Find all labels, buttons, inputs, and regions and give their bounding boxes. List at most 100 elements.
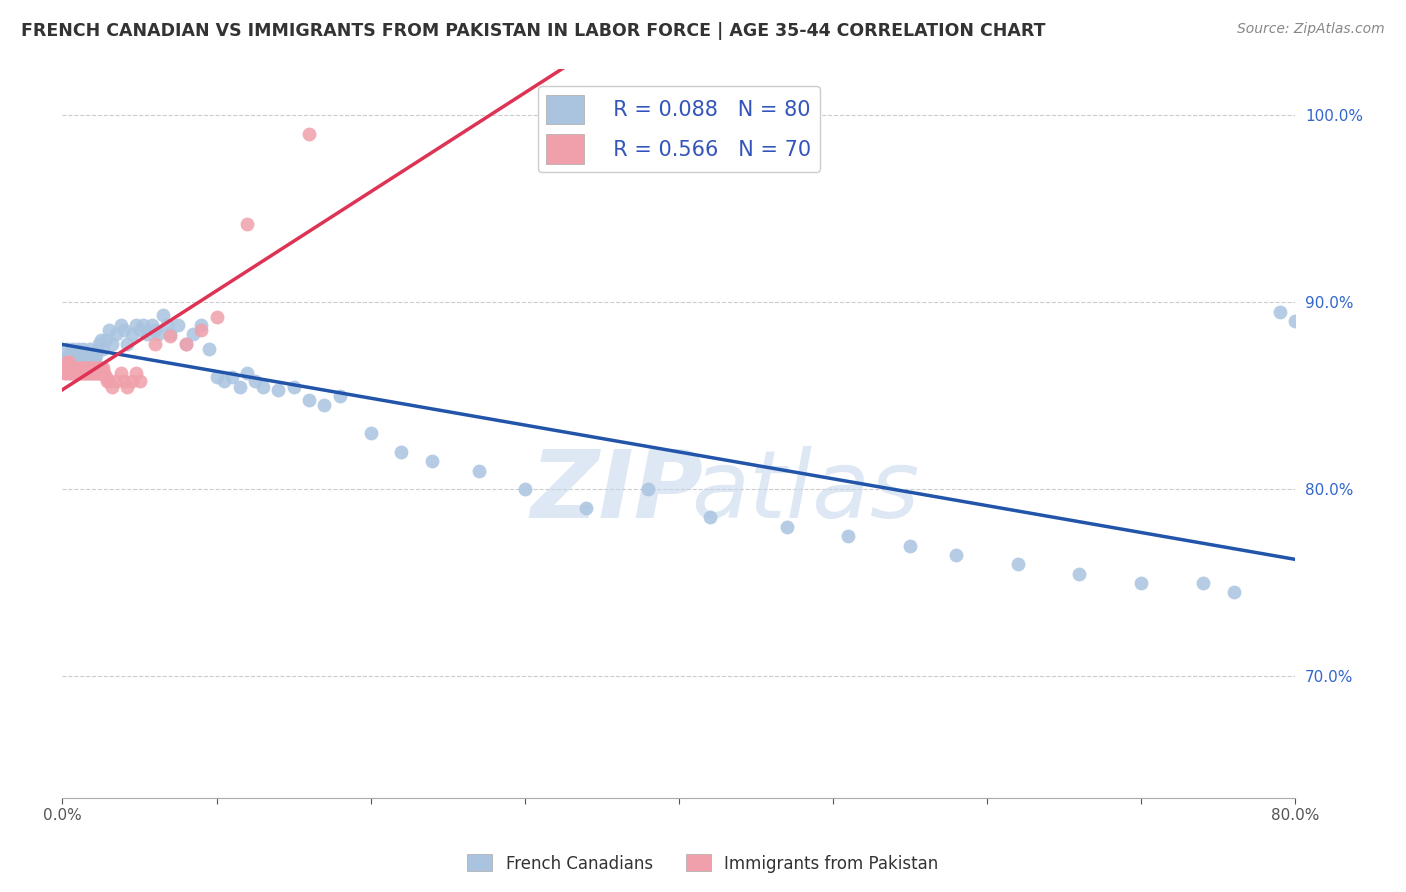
Point [72,360,94,375]
Point [69,351,91,366]
Point [467,464,489,478]
Legend:   R = 0.088   N = 80,   R = 0.566   N = 70: R = 0.088 N = 80, R = 0.566 N = 70 [538,87,820,172]
Point [945,548,967,562]
Point [283,379,305,393]
Point [86,367,108,381]
Point [699,510,721,524]
Point [65,367,87,381]
Point [80,360,103,375]
Legend: French Canadians, Immigrants from Pakistan: French Canadians, Immigrants from Pakist… [461,847,945,880]
Point [86,360,108,375]
Point [59,355,82,369]
Point [70,367,93,381]
Point [77,367,100,381]
Point [63,360,86,375]
Point [97,374,120,388]
Point [82,367,104,381]
Point [329,389,352,403]
Point [128,323,150,337]
Point [360,426,382,441]
Point [62,351,84,366]
Point [298,127,321,141]
Point [1191,576,1213,591]
Point [121,327,143,342]
Point [86,348,108,362]
Point [89,336,111,351]
Point [91,367,114,381]
Point [60,360,83,375]
Point [79,367,101,381]
Point [221,370,243,384]
Point [228,379,250,393]
Point [128,374,150,388]
Point [1268,304,1291,318]
Point [110,367,132,381]
Point [89,360,111,375]
Point [72,342,94,356]
Point [637,483,659,497]
Point [76,360,98,375]
Point [575,501,598,516]
Point [73,351,96,366]
Point [59,360,82,375]
Point [90,367,112,381]
Point [53,367,76,381]
Point [80,351,103,366]
Point [776,520,799,534]
Point [115,379,138,393]
Text: Source: ZipAtlas.com: Source: ZipAtlas.com [1237,22,1385,37]
Point [82,360,104,375]
Point [236,217,259,231]
Point [55,351,77,366]
Point [65,355,87,369]
Point [55,367,77,381]
Point [143,336,166,351]
Point [69,367,91,381]
Point [125,367,148,381]
Text: FRENCH CANADIAN VS IMMIGRANTS FROM PAKISTAN IN LABOR FORCE | AGE 35-44 CORRELATI: FRENCH CANADIAN VS IMMIGRANTS FROM PAKIS… [21,22,1046,40]
Point [267,384,290,398]
Point [1007,558,1029,572]
Point [96,374,118,388]
Point [112,323,135,337]
Point [252,379,274,393]
Point [183,327,205,342]
Point [56,342,79,356]
Point [236,367,259,381]
Point [121,374,143,388]
Point [77,355,100,369]
Point [62,360,84,375]
Point [73,367,96,381]
Text: ZIP: ZIP [531,446,704,538]
Point [136,327,159,342]
Point [190,318,212,332]
Point [79,360,101,375]
Point [58,367,80,381]
Point [101,336,124,351]
Point [83,351,105,366]
Point [60,367,83,381]
Point [243,374,266,388]
Point [69,360,91,375]
Point [75,360,97,375]
Point [77,360,100,375]
Point [66,360,89,375]
Point [70,355,93,369]
Point [87,342,110,356]
Point [131,318,153,332]
Point [125,318,148,332]
Point [837,529,859,543]
Point [101,379,124,393]
Point [146,327,169,342]
Point [94,370,117,384]
Point [66,342,89,356]
Point [90,333,112,347]
Point [58,355,80,369]
Point [205,310,228,325]
Point [87,367,110,381]
Point [159,329,181,343]
Point [66,367,89,381]
Point [79,342,101,356]
Point [105,327,128,342]
Point [391,445,413,459]
